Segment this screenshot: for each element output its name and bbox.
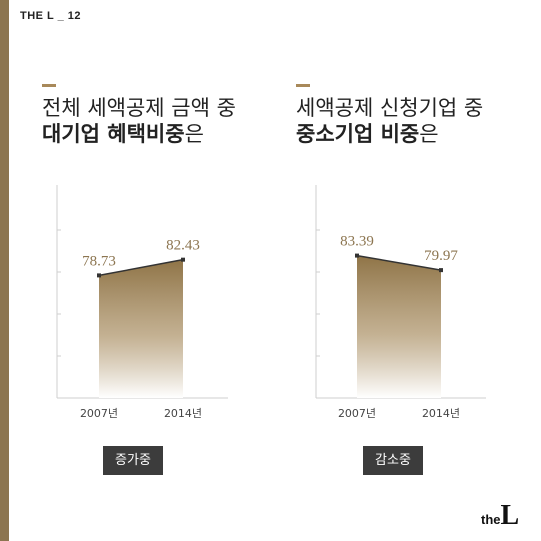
left-point-1 <box>181 257 185 262</box>
brand-logo: theL <box>481 500 519 532</box>
right-heading-accent <box>296 84 310 87</box>
left-heading-line2: 대기업 혜택비중은 <box>42 121 236 147</box>
right-heading-line1: 세액공제 신청기업 중 <box>296 96 484 120</box>
left-heading-accent <box>42 84 56 87</box>
brand-logo-big: L <box>500 500 520 531</box>
right-area <box>357 255 441 398</box>
right-heading-line2: 중소기업 비중은 <box>296 121 483 147</box>
right-x-label-0: 2007년 <box>338 407 376 420</box>
left-area <box>99 259 183 398</box>
left-value-label-0: 78.73 <box>82 253 116 269</box>
right-trend-line <box>356 254 442 271</box>
left-heading-line1: 전체 세액공제 금액 중 <box>42 96 236 120</box>
left-accent-bar <box>0 0 9 541</box>
right-trend-badge: 감소중 <box>363 446 423 475</box>
left-trend-line <box>98 258 184 277</box>
left-x-label-1: 2014년 <box>164 407 202 420</box>
right-heading: 세액공제 신청기업 중 중소기업 비중은 <box>296 95 483 147</box>
left-value-label-1: 82.43 <box>166 238 200 254</box>
left-heading-suffix: 은 <box>184 122 204 146</box>
left-point-0 <box>97 273 101 278</box>
left-trend-badge: 증가중 <box>103 446 163 475</box>
right-heading-emphasis: 중소기업 비중 <box>296 122 420 146</box>
brand-header: THE L _ 12 <box>20 10 82 22</box>
right-heading-suffix: 은 <box>419 122 439 146</box>
brand-logo-small: the <box>481 512 501 527</box>
right-value-label-1: 79.97 <box>424 248 458 264</box>
left-heading-emphasis: 대기업 혜택비중 <box>42 122 185 146</box>
left-x-label-0: 2007년 <box>80 407 118 420</box>
right-value-label-0: 83.39 <box>340 234 374 250</box>
left-heading: 전체 세액공제 금액 중 대기업 혜택비중은 <box>42 95 236 147</box>
right-x-label-1: 2014년 <box>422 407 460 420</box>
right-point-0 <box>355 253 359 258</box>
right-point-1 <box>439 268 443 273</box>
